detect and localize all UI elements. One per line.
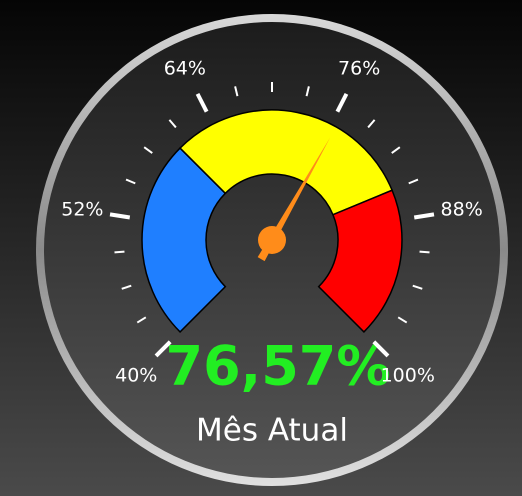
minor-tick [121,284,132,290]
tick-label: 64% [164,57,206,79]
minor-tick [125,178,136,185]
major-tick [413,212,435,220]
minor-tick [419,250,430,254]
major-tick [109,212,131,220]
tick-label: 40% [115,364,157,386]
major-tick [154,340,172,358]
minor-tick [397,316,408,324]
minor-tick [367,119,376,129]
gauge-band [141,147,227,333]
major-tick [372,340,390,358]
minor-tick [136,316,147,324]
gauge-label: Mês Atual [196,413,348,449]
needle-hub [258,226,286,254]
minor-tick [305,86,310,97]
minor-tick [114,250,125,254]
tick-label: 52% [61,198,103,220]
minor-tick [143,146,153,154]
tick-label: 100% [381,364,435,386]
minor-tick [412,284,423,290]
major-tick [335,92,349,113]
gauge-band [317,189,403,333]
gauge-band [179,109,394,216]
minor-tick [408,178,419,185]
minor-tick [391,146,401,154]
tick-label: 76% [338,57,380,79]
tick-label: 88% [441,198,483,220]
minor-tick [168,119,177,129]
minor-tick [234,86,239,97]
value-label: 76,57% [166,335,391,398]
major-tick [195,92,209,113]
